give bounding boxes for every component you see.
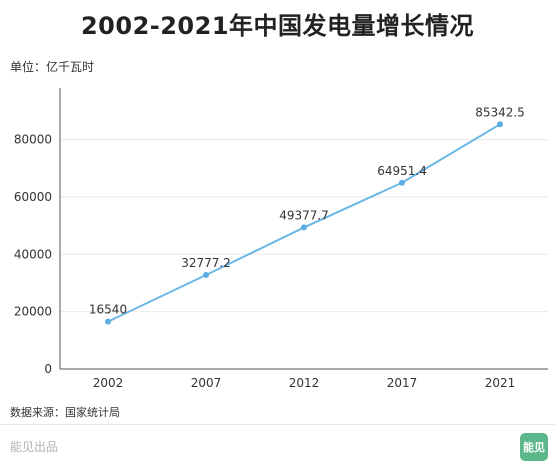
data-point <box>203 272 209 279</box>
y-tick-label: 80000 <box>14 133 52 147</box>
footer-divider <box>0 424 555 425</box>
data-point <box>301 224 307 231</box>
data-label: 16540 <box>89 303 127 317</box>
x-tick-label: 2012 <box>289 376 320 390</box>
chart-title: 2002-2021年中国发电量增长情况 <box>80 12 475 40</box>
grid-lines <box>60 139 548 313</box>
data-point <box>105 318 111 325</box>
brand-logo: 能见 <box>520 433 548 461</box>
data-label: 64951.4 <box>377 164 427 178</box>
series-line <box>107 123 501 323</box>
y-tick-label: 40000 <box>14 247 52 261</box>
data-label: 85342.5 <box>475 105 525 119</box>
data-point <box>497 121 503 128</box>
x-tick-label: 2007 <box>191 376 222 390</box>
data-labels: 16540 32777.2 49377.7 64951.4 85342.5 <box>89 105 525 316</box>
data-label: 49377.7 <box>279 208 329 222</box>
line-chart: 0 20000 40000 60000 80000 2002 2007 2012 2017 202… <box>14 88 548 390</box>
tick-labels: 0 20000 40000 60000 80000 2002 2007 2012 2017 202… <box>14 133 515 390</box>
axes <box>59 88 548 370</box>
y-tick-label: 20000 <box>14 305 52 319</box>
x-tick-label: 2002 <box>93 376 124 390</box>
source-note: 数据来源：国家统计局 <box>10 406 120 419</box>
x-tick-label: 2021 <box>485 376 516 390</box>
data-label: 32777.2 <box>181 256 231 270</box>
data-point <box>399 179 405 186</box>
series <box>105 121 503 325</box>
unit-label: 单位：亿千瓦时 <box>10 60 95 74</box>
y-tick-label: 60000 <box>14 190 52 204</box>
y-tick-label: 0 <box>44 362 52 376</box>
x-tick-label: 2017 <box>387 376 418 390</box>
brand-label: 能见出品 <box>10 440 59 454</box>
